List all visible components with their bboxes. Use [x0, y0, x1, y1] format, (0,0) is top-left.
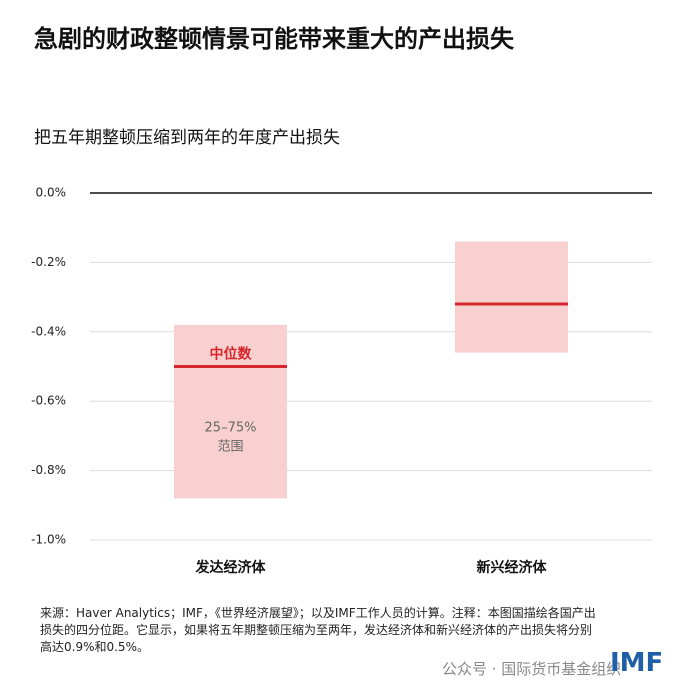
chart-subtitle: 把五年期整顿压缩到两年的年度产出损失 [34, 128, 340, 148]
y-tick-label: -0.2% [31, 255, 66, 269]
x-tick-label: 发达经济体 [195, 559, 267, 576]
iqr-box [455, 241, 568, 353]
source-note: 来源：Haver Analytics；IMF，《世界经济展望》；以及IMF工作人… [40, 606, 596, 654]
chart: 急剧的财政整顿情景可能带来重大的产出损失 把五年期整顿压缩到两年的年度产出损失 … [31, 25, 652, 576]
iqr-box [174, 324, 287, 499]
range-annotation: 25–75% [205, 421, 257, 436]
y-tick-label: -0.6% [31, 394, 66, 408]
y-tick-label: -0.8% [31, 463, 66, 477]
y-tick-label: -0.4% [31, 324, 66, 338]
chart-title: 急剧的财政整顿情景可能带来重大的产出损失 [34, 25, 515, 53]
logo: IMF [610, 648, 664, 678]
x-tick-label: 新兴经济体 [477, 559, 548, 576]
y-tick-label: 0.0% [36, 186, 67, 200]
watermark: 公众号 · 国际货币基金组织 [442, 660, 622, 678]
median-annotation: 中位数 [210, 346, 253, 363]
range-annotation: 范围 [217, 440, 243, 455]
y-tick-label: -1.0% [31, 533, 66, 547]
